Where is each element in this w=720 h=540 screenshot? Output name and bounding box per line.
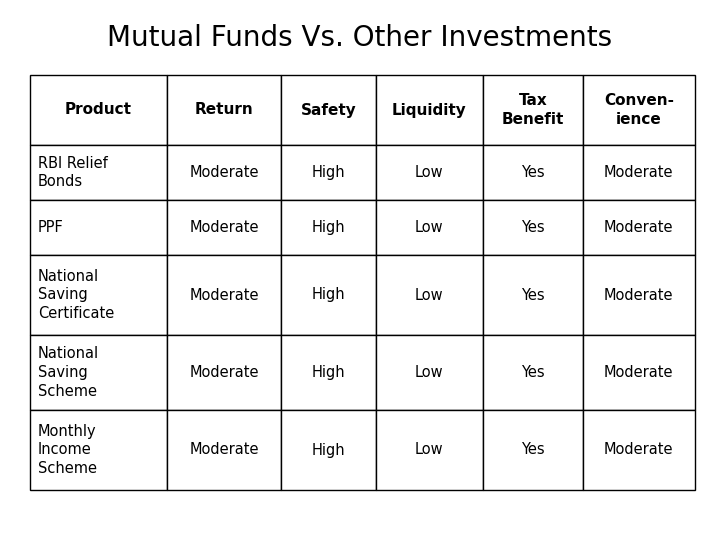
Text: Low: Low [415,287,444,302]
Text: Safety: Safety [301,103,356,118]
Text: Product: Product [65,103,132,118]
Bar [376,75,483,145]
Bar [483,75,582,145]
Bar [282,410,376,490]
Text: PPF: PPF [38,220,64,235]
Text: Moderate: Moderate [604,365,674,380]
Text: Monthly
Income
Scheme: Monthly Income Scheme [38,424,97,476]
Bar [282,145,376,200]
Text: Low: Low [415,165,444,180]
Bar [582,410,695,490]
Bar [376,255,483,335]
Bar [376,335,483,410]
Bar [483,410,582,490]
Bar [30,255,167,335]
Text: Low: Low [415,442,444,457]
Bar [376,410,483,490]
Bar [483,145,582,200]
Text: High: High [312,220,346,235]
Text: Moderate: Moderate [604,287,674,302]
Bar [282,200,376,255]
Text: Low: Low [415,220,444,235]
Bar [376,145,483,200]
Bar [30,200,167,255]
Text: High: High [312,287,346,302]
Text: Moderate: Moderate [189,287,258,302]
Text: Moderate: Moderate [604,442,674,457]
Text: Yes: Yes [521,442,544,457]
Bar [582,255,695,335]
Bar [167,200,282,255]
Text: Moderate: Moderate [604,165,674,180]
Bar [376,200,483,255]
Text: Moderate: Moderate [189,165,258,180]
Bar [582,145,695,200]
Bar [30,335,167,410]
Bar [30,145,167,200]
Bar [167,335,282,410]
Text: Yes: Yes [521,287,544,302]
Text: Yes: Yes [521,220,544,235]
Text: Liquidity: Liquidity [392,103,467,118]
Text: Tax
Benefit: Tax Benefit [502,93,564,127]
Text: Yes: Yes [521,365,544,380]
Text: National
Saving
Certificate: National Saving Certificate [38,269,114,321]
Bar [167,145,282,200]
Text: High: High [312,165,346,180]
Text: High: High [312,442,346,457]
Text: High: High [312,365,346,380]
Bar [582,200,695,255]
Bar [582,335,695,410]
Bar [30,410,167,490]
Text: Return: Return [194,103,253,118]
Text: National
Saving
Scheme: National Saving Scheme [38,346,99,399]
Bar [582,75,695,145]
Bar [483,335,582,410]
Bar [282,75,376,145]
Text: Moderate: Moderate [189,220,258,235]
Text: Mutual Funds Vs. Other Investments: Mutual Funds Vs. Other Investments [107,24,613,52]
Bar [282,335,376,410]
Text: Moderate: Moderate [189,365,258,380]
Text: RBI Relief
Bonds: RBI Relief Bonds [38,156,108,190]
Bar [30,75,167,145]
Text: Yes: Yes [521,165,544,180]
Bar [483,255,582,335]
Text: Low: Low [415,365,444,380]
Text: Moderate: Moderate [604,220,674,235]
Bar [167,255,282,335]
Bar [483,200,582,255]
Bar [282,255,376,335]
Text: Conven-
ience: Conven- ience [604,93,674,127]
Bar [167,410,282,490]
Text: Moderate: Moderate [189,442,258,457]
Bar [167,75,282,145]
